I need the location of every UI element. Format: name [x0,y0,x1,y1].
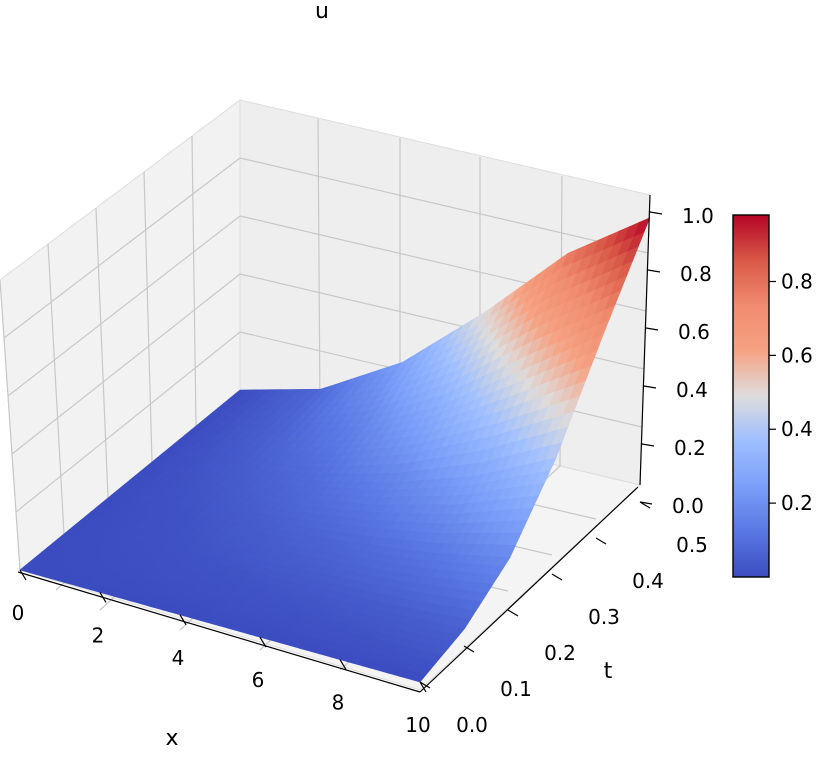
t-tick-label: 0.1 [500,677,532,701]
z-ticks: 0.0 0.2 0.4 0.6 0.8 1.0 [639,204,714,518]
t-tick-label: 0.5 [676,533,708,557]
t-axis-line [419,486,639,693]
x-tick-label: 4 [172,646,185,670]
x-tick-label: 2 [92,623,105,647]
z-tick-label: 0.4 [676,378,708,402]
colorbar-tick-label: 0.4 [781,417,813,441]
t-tick-mark [639,501,651,509]
t-ticks: 0.0 0.1 0.2 0.3 0.4 0.5 [419,501,708,737]
z-tick-mark [641,443,655,447]
z-tick-mark [649,211,663,215]
z-tick-label: 0.6 [678,320,710,344]
x-tick-label: 10 [405,713,430,737]
surface-patch [409,672,427,683]
t-tick-mark [463,645,475,653]
x-axis-line [17,571,421,693]
t-tick-label: 0.0 [456,713,488,737]
t-tick-label: 0.3 [588,605,620,629]
t-tick-mark [507,609,519,617]
x-axis-label: x [165,726,178,751]
z-tick-label: 1.0 [682,204,714,228]
t-tick-mark [551,573,563,581]
colorbar-ticks: 0.2 0.4 0.6 0.8 [769,269,813,515]
colorbar [732,214,770,578]
z-axis-line [639,194,651,486]
surface [19,217,651,683]
z-tick-mark [639,501,653,505]
x-tick-label: 6 [252,668,265,692]
colorbar-tick-label: 0.2 [781,491,813,515]
colorbar-tick-label: 0.6 [781,343,813,367]
colorbar-tick-label: 0.8 [781,269,813,293]
x-tick-mark [259,636,267,648]
z-tick-mark [645,327,659,331]
x-tick-mark [339,659,347,670]
t-tick-mark [595,537,607,545]
t-tick-label: 0.2 [544,641,576,665]
z-tick-label: 0.8 [680,262,712,286]
t-tick-label: 0.4 [632,569,664,593]
t-tick-mark [419,681,431,689]
plot-title: u [315,0,329,24]
x-tick-mark [419,681,427,693]
x-tick-mark [99,592,107,603]
z-tick-mark [647,269,661,273]
t-axis-label: t [604,659,613,684]
x-tick-mark [179,614,187,626]
x-ticks: 0 2 4 6 8 10 [12,569,431,737]
x-tick-mark [19,569,27,581]
z-tick-mark [643,385,657,389]
z-tick-label: 0.0 [672,494,704,518]
z-tick-label: 0.2 [674,436,706,460]
x-tick-label: 8 [332,691,345,715]
x-tick-label: 0 [12,601,25,625]
